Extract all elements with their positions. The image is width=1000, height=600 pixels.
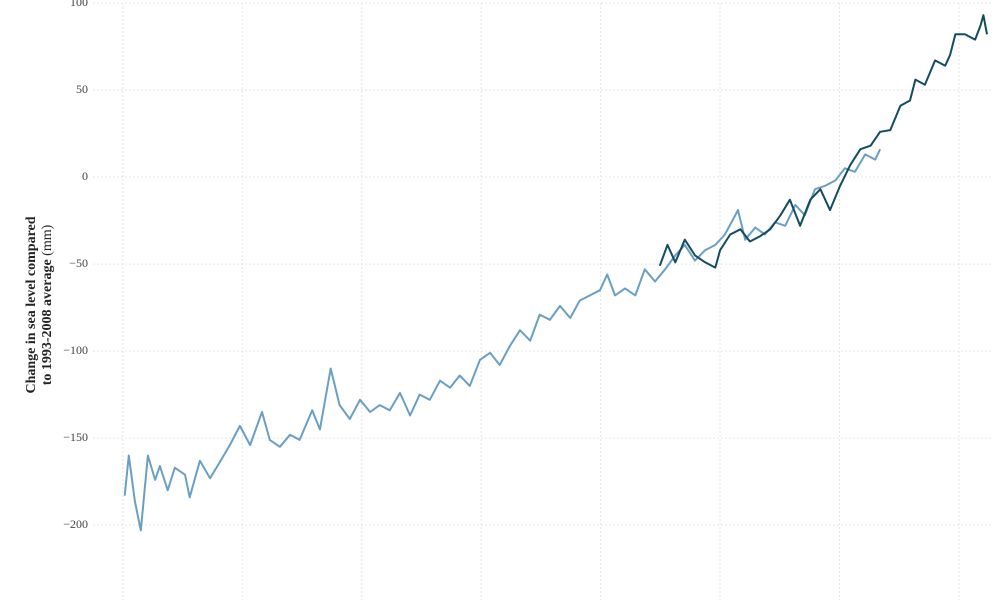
y-tick-label: −100 [63, 343, 88, 357]
y-tick-label: 0 [82, 169, 88, 183]
y-axis-label: to 1993-2008 average (mm) [40, 224, 55, 385]
y-tick-label: −200 [63, 517, 88, 531]
series-line [658, 14, 988, 269]
y-tick-label: −50 [69, 256, 88, 270]
y-axis-label: Change in sea level compared [24, 216, 39, 393]
series-line [123, 148, 882, 532]
y-axis-label-line: to 1993-2008 average [40, 259, 55, 385]
y-tick-label: 100 [70, 0, 88, 9]
y-tick-label: −150 [63, 430, 88, 444]
y-tick-label: 50 [76, 82, 88, 96]
y-axis-unit: (mm) [40, 224, 55, 255]
